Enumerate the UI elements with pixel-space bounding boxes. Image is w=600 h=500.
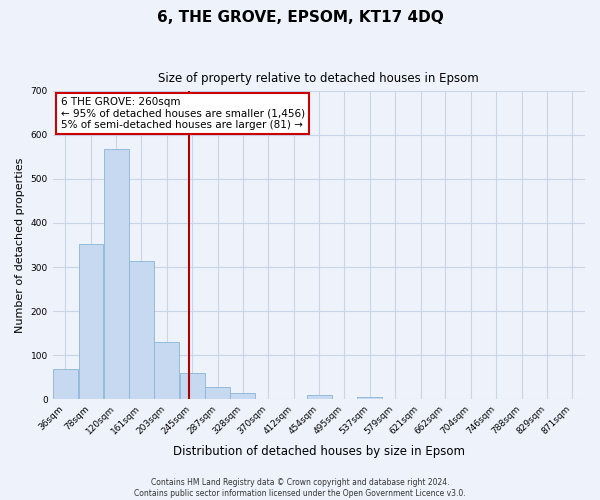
Title: Size of property relative to detached houses in Epsom: Size of property relative to detached ho… (158, 72, 479, 86)
Text: Contains HM Land Registry data © Crown copyright and database right 2024.
Contai: Contains HM Land Registry data © Crown c… (134, 478, 466, 498)
Bar (307, 395, 332, 399)
Bar (104, 150, 129, 399)
Text: 6, THE GROVE, EPSOM, KT17 4DQ: 6, THE GROVE, EPSOM, KT17 4DQ (157, 10, 443, 25)
Bar (180, 373, 205, 399)
Bar (79, 244, 103, 399)
Text: 6 THE GROVE: 260sqm
← 95% of detached houses are smaller (1,456)
5% of semi-deta: 6 THE GROVE: 260sqm ← 95% of detached ho… (61, 97, 305, 130)
Bar (53, 370, 78, 399)
Bar (230, 393, 255, 399)
Y-axis label: Number of detached properties: Number of detached properties (15, 158, 25, 332)
Bar (129, 261, 154, 399)
Bar (357, 397, 382, 399)
Bar (154, 342, 179, 399)
X-axis label: Distribution of detached houses by size in Epsom: Distribution of detached houses by size … (173, 444, 465, 458)
Bar (205, 387, 230, 399)
